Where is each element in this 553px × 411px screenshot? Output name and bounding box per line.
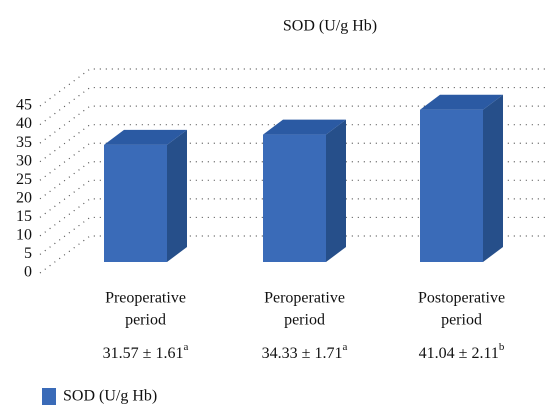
x-tick-label: Preoperative <box>105 290 186 307</box>
x-tick-label: period <box>284 312 325 329</box>
bar-side <box>167 129 187 262</box>
bar-side <box>483 94 503 262</box>
y-tick-label: 45 <box>16 97 32 114</box>
value-label: 41.04 ± 2.11b <box>419 341 505 362</box>
bar <box>104 129 187 262</box>
legend-label: SOD (U/g Hb) <box>63 388 157 405</box>
y-tick-label: 35 <box>16 134 32 151</box>
bar-top <box>104 129 187 145</box>
x-tick-label: Postoperative <box>418 290 505 307</box>
legend-swatch <box>42 388 56 405</box>
y-tick-label: 40 <box>16 115 32 132</box>
chart-title: SOD (U/g Hb) <box>283 18 377 35</box>
y-tick-label: 15 <box>16 208 32 225</box>
y-tick-label: 0 <box>24 264 32 281</box>
value-label: 31.57 ± 1.61a <box>103 341 189 362</box>
bar-top <box>420 94 503 110</box>
bar-front <box>104 144 167 262</box>
x-tick-label: period <box>125 312 166 329</box>
superscript: a <box>342 341 347 353</box>
superscript: b <box>499 341 505 353</box>
bar-front <box>263 134 326 262</box>
y-tick-label: 20 <box>16 189 32 206</box>
value-label-text: 31.57 ± 1.61 <box>103 345 184 362</box>
y-tick-label: 30 <box>16 152 32 169</box>
bar-front <box>420 109 483 262</box>
superscript: a <box>183 341 188 353</box>
value-label: 34.33 ± 1.71a <box>262 341 348 362</box>
bar-top <box>263 119 346 135</box>
y-tick-label: 10 <box>16 227 32 244</box>
y-tick-label: 5 <box>24 245 32 262</box>
x-tick-label: Peroperative <box>264 290 345 307</box>
value-label-text: 41.04 ± 2.11 <box>419 345 499 362</box>
value-label-text: 34.33 ± 1.71 <box>262 345 343 362</box>
x-tick-label: period <box>441 312 482 329</box>
y-tick-label: 25 <box>16 171 32 188</box>
bar-side <box>326 119 346 262</box>
bar <box>263 119 346 262</box>
bar <box>420 94 503 262</box>
